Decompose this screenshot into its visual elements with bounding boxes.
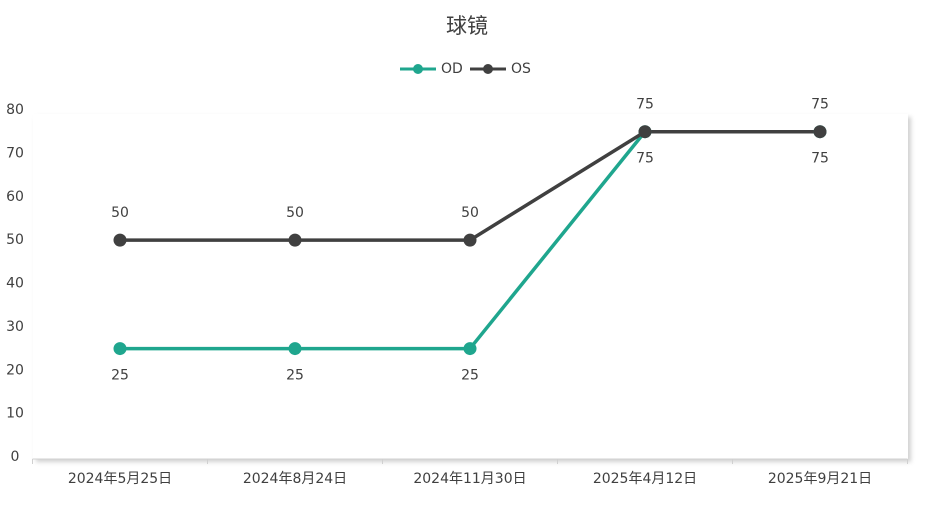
point xyxy=(813,125,827,139)
x-tick-label: 2024年11月30日 xyxy=(413,471,526,487)
point xyxy=(288,233,302,247)
y-tick-label: 40 xyxy=(6,276,24,292)
y-tick-label: 10 xyxy=(6,406,24,422)
legend-marker xyxy=(483,64,493,74)
data-label: 75 xyxy=(811,151,829,167)
y-tick-label: 60 xyxy=(6,189,24,205)
legend-label: OD xyxy=(441,61,463,77)
x-tick-label: 2025年9月21日 xyxy=(768,471,872,487)
chart-title: 球镜 xyxy=(446,14,488,38)
y-tick-label: 20 xyxy=(6,362,24,378)
point xyxy=(113,233,127,247)
data-label: 50 xyxy=(111,205,129,221)
legend-label: OS xyxy=(511,61,531,77)
data-label: 75 xyxy=(636,97,654,113)
legend-marker xyxy=(413,64,423,74)
y-tick-label: 50 xyxy=(6,232,24,248)
plot-area xyxy=(33,114,908,459)
data-label: 75 xyxy=(811,97,829,113)
point xyxy=(463,233,477,247)
y-tick-label: 0 xyxy=(11,449,20,465)
y-tick-label: 70 xyxy=(6,145,24,161)
data-label: 25 xyxy=(286,368,304,384)
x-tick-label: 2025年4月12日 xyxy=(593,471,697,487)
data-label: 25 xyxy=(461,368,479,384)
point xyxy=(113,342,127,356)
x-tick-label: 2024年5月25日 xyxy=(68,471,172,487)
data-label: 75 xyxy=(636,151,654,167)
y-tick-label: 80 xyxy=(6,102,24,118)
data-label: 50 xyxy=(461,205,479,221)
point xyxy=(638,125,652,139)
x-tick-label: 2024年8月24日 xyxy=(243,471,347,487)
data-label: 25 xyxy=(111,368,129,384)
point xyxy=(288,342,302,356)
point xyxy=(463,342,477,356)
y-tick-label: 30 xyxy=(6,319,24,335)
data-label: 50 xyxy=(286,205,304,221)
